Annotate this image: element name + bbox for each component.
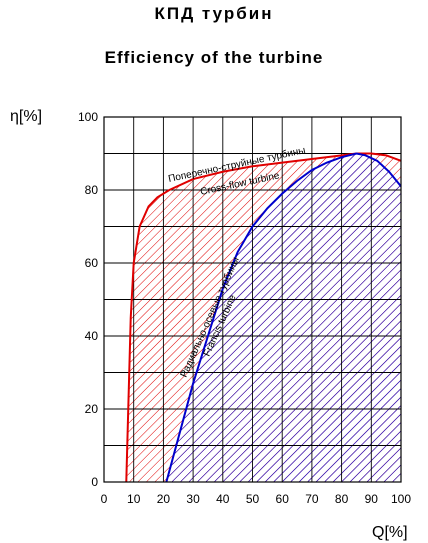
y-tick-label: 60 [85, 256, 99, 270]
y-tick-label: 100 [78, 110, 98, 124]
curve-francis [165, 152, 401, 482]
x-tick-label: 100 [391, 492, 411, 506]
y-axis-label: η[%] [10, 108, 42, 125]
plot-frame [103, 116, 402, 483]
y-tick-label: 80 [85, 183, 99, 197]
efficiency-curves [125, 152, 401, 482]
efficiency-areas [126, 153, 401, 482]
x-tick-label: 10 [127, 492, 141, 506]
x-tick-label: 60 [276, 492, 290, 506]
x-tick-label: 50 [246, 492, 260, 506]
chart-title-ru: КПД турбин [154, 4, 274, 23]
y-tick-labels: 0 20 40 60 80 100 [78, 110, 98, 489]
x-tick-label: 30 [186, 492, 200, 506]
x-tick-label: 20 [157, 492, 171, 506]
x-tick-label: 0 [101, 492, 108, 506]
y-tick-label: 40 [85, 329, 99, 343]
area-francis [166, 153, 401, 482]
y-tick-label: 0 [91, 475, 98, 489]
chart-title-en: Efficiency of the turbine [104, 48, 324, 67]
x-tick-label: 70 [305, 492, 319, 506]
x-axis-label: Q[%] [372, 524, 408, 541]
x-tick-label: 90 [365, 492, 379, 506]
x-tick-label: 40 [216, 492, 230, 506]
x-tick-labels: 0 10 20 30 40 50 60 70 80 90 100 [101, 492, 412, 506]
y-tick-label: 20 [85, 402, 99, 416]
x-tick-label: 80 [335, 492, 349, 506]
